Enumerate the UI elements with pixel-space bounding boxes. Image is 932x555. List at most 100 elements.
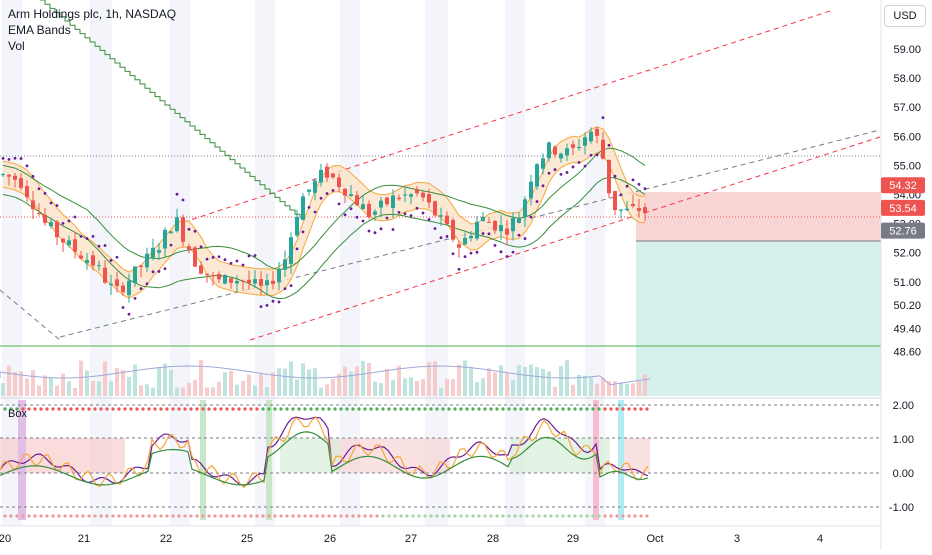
osc-top-dot: [195, 407, 199, 411]
sar-dot-20: [121, 306, 125, 309]
osc-bottom-dot: [129, 514, 133, 518]
osc-top-dot: [117, 407, 121, 411]
osc-top-dot: [189, 407, 193, 411]
osc-bottom-dot: [123, 514, 127, 518]
sar-dot-62: [373, 231, 377, 235]
osc-bottom-dot: [303, 514, 307, 518]
sar-dot-4: [25, 164, 29, 168]
osc-bottom-dot: [489, 514, 493, 518]
osc-bottom-dot: [579, 514, 583, 518]
sar-dot-93: [559, 172, 563, 176]
candle-body-18: [109, 283, 113, 286]
volume-bar-88: [529, 364, 533, 396]
osc-bottom-dot: [189, 514, 193, 518]
sar-dot-75: [451, 252, 455, 256]
volume-bar-7: [43, 375, 47, 396]
osc-bottom-dot: [333, 514, 337, 518]
volume-bar-28: [169, 369, 173, 396]
osc-top-dot: [387, 407, 391, 411]
candle-body-74: [445, 215, 449, 224]
osc-bottom-dot: [591, 514, 595, 518]
osc-top-dot: [633, 407, 637, 411]
sar-dot-36: [217, 255, 221, 259]
candle-body-90: [541, 158, 545, 169]
osc-top-dot: [519, 407, 523, 411]
volume-bar-68: [409, 377, 413, 396]
ema-bands-label[interactable]: EMA Bands: [8, 23, 71, 37]
osc-bottom-dot: [81, 514, 85, 518]
candle-body-14: [85, 260, 89, 264]
candle-body-32: [193, 247, 197, 267]
sar-dot-73: [439, 236, 443, 240]
osc-top-dot: [159, 407, 163, 411]
candle-body-52: [313, 180, 317, 193]
price-tag-label-2: 52.76: [889, 226, 917, 238]
osc-bottom-dot: [633, 514, 637, 518]
currency-button[interactable]: USD: [884, 5, 926, 27]
sar-dot-84: [505, 255, 509, 258]
volume-bar-90: [541, 368, 545, 396]
mid-channel-line[interactable]: [59, 129, 881, 338]
osc-top-dot: [327, 407, 331, 411]
volume-bar-9: [55, 385, 59, 396]
sar-dot-104: [625, 184, 629, 188]
volume-average-line: [0, 365, 651, 386]
take-profit-zone[interactable]: [636, 241, 881, 396]
upper-channel-line[interactable]: [174, 10, 831, 226]
price-tags: 54.32 53.54 52.76: [881, 177, 925, 239]
candle-body-11: [67, 240, 71, 246]
volume-bar-37: [223, 372, 227, 396]
osc-bottom-dot: [525, 514, 529, 518]
osc-bottom-dot: [141, 514, 145, 518]
osc-top-dot: [57, 407, 61, 411]
lower-channel-line[interactable]: [249, 136, 881, 341]
sar-dot-51: [307, 205, 311, 209]
oscillator-axis[interactable]: 2.00 1.00 0.00 -1.00: [889, 400, 914, 514]
sar-dot-80: [481, 232, 485, 235]
osc-bottom-dot: [357, 514, 361, 518]
sar-dot-23: [139, 287, 143, 291]
time-tick-label-1: 21: [78, 533, 90, 545]
volume-bar-80: [481, 378, 485, 396]
sar-dot-3: [19, 157, 23, 160]
volume-bar-22: [133, 364, 137, 396]
time-axis[interactable]: 20 21 22 25 26 27 28 29 Oct 3 4: [0, 533, 823, 545]
osc-bottom-dot: [645, 514, 649, 518]
volume-bar-105: [631, 383, 635, 396]
candle-body-63: [379, 200, 383, 208]
volume-bar-11: [67, 381, 71, 396]
price-axis[interactable]: 59.0058.0057.0056.0055.0054.0053.0052.00…: [893, 44, 921, 359]
osc-bottom-dot: [105, 514, 109, 518]
osc-top-dot: [111, 407, 115, 411]
volume-bar-78: [469, 366, 473, 396]
sar-dot-31: [187, 227, 191, 231]
trailing-step-line: [40, 0, 301, 219]
osc-top-dot: [573, 407, 577, 411]
osc-top-dot: [21, 407, 25, 411]
osc-bottom-dot: [471, 514, 475, 518]
osc-top-dot: [453, 407, 457, 411]
candle-body-53: [319, 169, 323, 183]
candle-body-107: [643, 207, 647, 214]
osc-bottom-dot: [627, 514, 631, 518]
sar-dot-82: [493, 243, 497, 247]
candle-body-75: [451, 219, 455, 240]
price-tag-label-1: 53.54: [889, 203, 917, 215]
symbol-title[interactable]: Arm Holdings plc, 1h, NASDAQ: [8, 7, 177, 21]
volume-bar-40: [241, 380, 245, 396]
osc-top-dot: [237, 407, 241, 411]
osc-bottom-dot: [21, 514, 25, 518]
candle-body-45: [271, 280, 275, 284]
candle-body-19: [115, 279, 119, 287]
osc-top-dot: [417, 407, 421, 411]
candle-body-16: [97, 265, 101, 267]
candle-body-12: [73, 239, 77, 252]
osc-top-dot: [135, 407, 139, 411]
declining-line[interactable]: [0, 289, 61, 341]
candle-body-41: [247, 279, 251, 284]
osc-top-dot: [51, 407, 55, 411]
candle-body-48: [289, 237, 293, 264]
volume-label[interactable]: Vol: [8, 39, 25, 53]
oscillator-title[interactable]: Box: [8, 408, 27, 420]
